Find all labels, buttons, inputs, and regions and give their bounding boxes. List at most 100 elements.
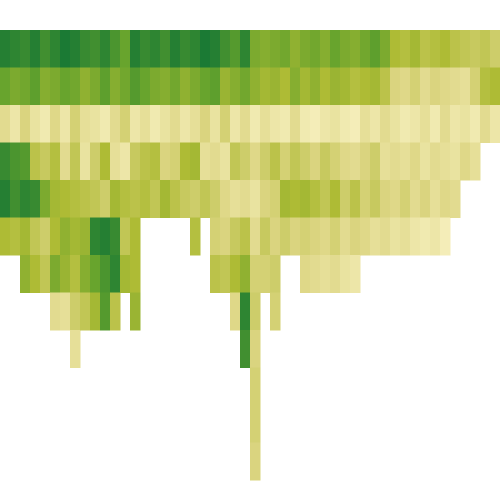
heatmap-cell <box>470 30 481 68</box>
heatmap-cell <box>420 180 431 218</box>
heatmap-cell <box>220 255 231 293</box>
heatmap-cell <box>230 255 241 293</box>
heatmap-cell <box>340 180 351 218</box>
heatmap-cell <box>460 30 471 68</box>
heatmap-cell <box>180 67 191 106</box>
heatmap-cell <box>420 105 431 143</box>
heatmap-cell <box>380 180 391 218</box>
heatmap-cell <box>0 30 11 68</box>
heatmap-cell <box>320 180 331 218</box>
heatmap-cell <box>480 105 491 143</box>
heatmap-cell <box>310 217 321 256</box>
heatmap-cell <box>60 67 71 106</box>
heatmap-cell <box>120 217 131 256</box>
heatmap-cell <box>160 180 171 218</box>
heatmap-cell <box>100 30 111 68</box>
heatmap-cell <box>110 292 121 331</box>
heatmap-cell <box>10 217 21 256</box>
heatmap-cell <box>170 30 181 68</box>
heatmap-cell <box>340 142 351 181</box>
heatmap-cell <box>460 67 471 106</box>
heatmap-cell <box>20 217 31 256</box>
heatmap-cell <box>270 105 281 143</box>
heatmap-cell <box>60 255 71 293</box>
heatmap-cell <box>90 292 101 331</box>
heatmap-cell <box>40 180 51 218</box>
heatmap-cell <box>410 142 421 181</box>
heatmap-cell <box>270 67 281 106</box>
heatmap-cell <box>410 105 421 143</box>
heatmap-cell <box>490 67 500 106</box>
heatmap-cell <box>370 30 381 68</box>
heatmap-cell <box>170 180 181 218</box>
heatmap-cell <box>310 67 321 106</box>
heatmap-cell <box>350 30 361 68</box>
heatmap-cell <box>60 105 71 143</box>
heatmap-cell <box>330 180 341 218</box>
heatmap-cell <box>140 142 151 181</box>
heatmap-cell <box>90 142 101 181</box>
heatmap-cell <box>80 142 91 181</box>
heatmap-cell <box>110 142 121 181</box>
heatmap-cell <box>390 142 401 181</box>
heatmap-cell <box>20 255 31 293</box>
heatmap-cell <box>250 367 261 406</box>
heatmap-cell <box>80 255 91 293</box>
heatmap-cell <box>260 217 271 256</box>
heatmap-cell <box>80 67 91 106</box>
heatmap-cell <box>240 67 251 106</box>
heatmap-cell <box>90 180 101 218</box>
heatmap-cell <box>370 67 381 106</box>
heatmap-cell <box>80 180 91 218</box>
heatmap-cell <box>260 180 271 218</box>
heatmap-cell <box>210 217 221 256</box>
heatmap-cell <box>80 30 91 68</box>
heatmap-cell <box>30 217 41 256</box>
heatmap-cell <box>330 30 341 68</box>
heatmap-cell <box>280 217 291 256</box>
heatmap-cell <box>480 30 491 68</box>
heatmap-cell <box>380 30 391 68</box>
heatmap-cell <box>140 67 151 106</box>
heatmap-cell <box>210 30 221 68</box>
heatmap-cell <box>400 180 411 218</box>
heatmap-cell <box>230 105 241 143</box>
heatmap-cell <box>300 217 311 256</box>
heatmap-cell <box>110 217 121 256</box>
heatmap-cell <box>70 292 81 331</box>
heatmap-cell <box>190 217 201 256</box>
heatmap-cell <box>100 255 111 293</box>
heatmap-cell <box>270 292 281 331</box>
heatmap-cell <box>390 30 401 68</box>
heatmap-cell <box>270 30 281 68</box>
heatmap-cell <box>290 105 301 143</box>
heatmap-cell <box>150 67 161 106</box>
heatmap-cell <box>400 30 411 68</box>
heatmap-cell <box>250 405 261 443</box>
heatmap-cell <box>220 180 231 218</box>
heatmap-cell <box>290 67 301 106</box>
heatmap-cell <box>290 217 301 256</box>
heatmap-cell <box>350 255 361 293</box>
heatmap-cell <box>130 30 141 68</box>
heatmap-cell <box>60 142 71 181</box>
heatmap-cell <box>180 105 191 143</box>
heatmap-cell <box>400 67 411 106</box>
heatmap-cell <box>160 67 171 106</box>
heatmap-cell <box>430 217 441 256</box>
heatmap-cell <box>310 30 321 68</box>
heatmap-cell <box>230 67 241 106</box>
heatmap-cell <box>440 142 451 181</box>
heatmap-cell <box>70 255 81 293</box>
heatmap-cell <box>130 292 141 331</box>
heatmap-cell <box>410 30 421 68</box>
heatmap-cell <box>80 105 91 143</box>
heatmap-cell <box>110 255 121 293</box>
heatmap-cell <box>280 30 291 68</box>
heatmap-cell <box>90 105 101 143</box>
heatmap-cell <box>120 180 131 218</box>
heatmap-cell <box>50 292 61 331</box>
heatmap-cell <box>60 217 71 256</box>
heatmap-cell <box>160 30 171 68</box>
